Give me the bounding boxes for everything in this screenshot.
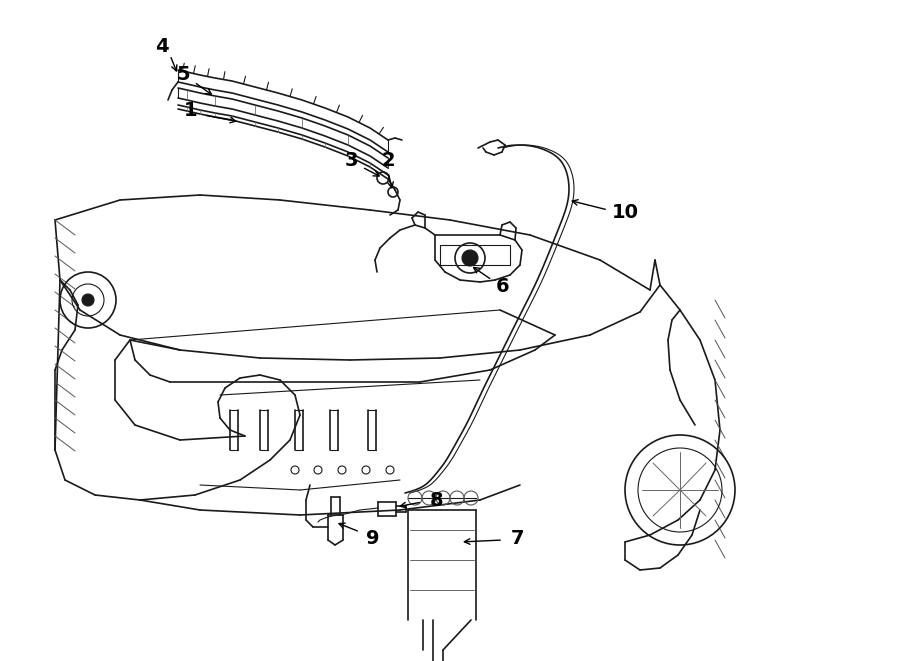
Text: 10: 10 — [611, 202, 638, 221]
Text: 3: 3 — [344, 151, 358, 169]
Text: 2: 2 — [382, 151, 395, 169]
Text: 8: 8 — [430, 490, 444, 510]
Text: 6: 6 — [496, 278, 509, 297]
Text: 1: 1 — [184, 100, 198, 120]
Text: 7: 7 — [511, 529, 525, 547]
Text: 9: 9 — [366, 529, 380, 547]
Circle shape — [462, 250, 478, 266]
Text: 5: 5 — [176, 65, 190, 83]
Text: 4: 4 — [155, 36, 169, 56]
Circle shape — [82, 294, 94, 306]
